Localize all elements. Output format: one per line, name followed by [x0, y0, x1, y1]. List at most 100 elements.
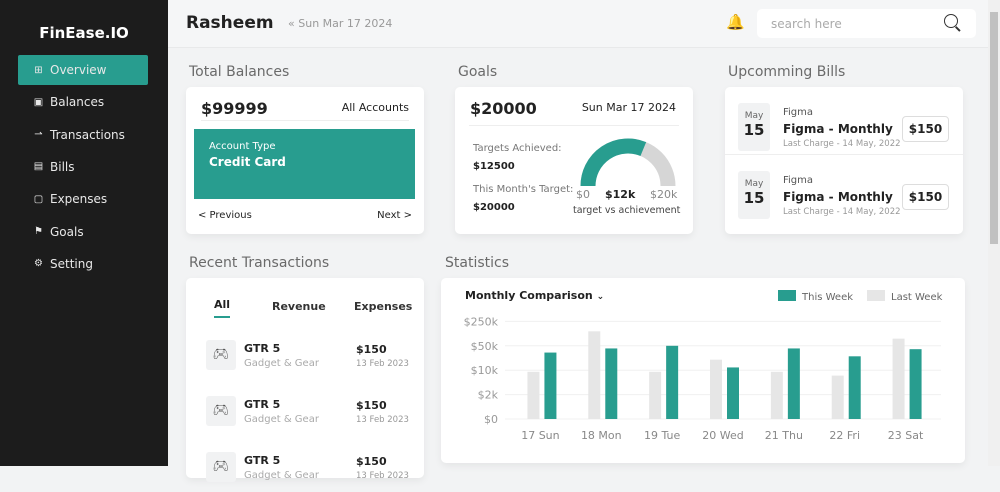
cash-icon: ▢ — [33, 193, 44, 205]
sidebar-item-setting[interactable]: ⚙ Setting — [18, 249, 148, 279]
app-logo: FinEase.IO — [39, 24, 129, 42]
transaction-category: Gadget & Gear — [244, 358, 319, 369]
bar-last-week — [588, 331, 601, 419]
x-tick-label: 23 Sat — [888, 429, 924, 442]
target-value: $20000 — [473, 202, 515, 213]
legend-swatch — [867, 290, 885, 301]
divider — [201, 120, 409, 121]
bar-last-week — [649, 371, 662, 419]
sidebar-item-goals[interactable]: ⚑ Goals — [18, 217, 148, 247]
sidebar-item-label: Balances — [50, 95, 105, 110]
bar-this-week — [727, 367, 739, 419]
bill-last-charge: Last Charge - 14 May, 2022 — [783, 207, 901, 217]
goals-title: Goals — [458, 64, 498, 80]
bar-this-week — [544, 352, 557, 419]
y-tick-label: $10k — [471, 364, 499, 377]
divider — [469, 125, 679, 126]
transaction-row[interactable]: 🎮︎ GTR 5 Gadget & Gear $150 13 Feb 2023 — [206, 452, 416, 492]
x-tick-label: 22 Fri — [829, 429, 860, 442]
bell-icon[interactable]: 🔔 — [726, 13, 745, 31]
bar-this-week — [848, 356, 861, 419]
bar-last-week — [831, 375, 844, 419]
statistics-title: Statistics — [445, 255, 509, 271]
bill-amount-button[interactable]: $150 — [902, 116, 949, 142]
bill-item[interactable]: May 15 Figma Figma - Monthly Last Charge … — [725, 154, 963, 220]
statistics-card: Monthly Comparison ⌄ $0 $2k $10k $50k $250k 1… — [441, 278, 965, 463]
sidebar-item-bills[interactable]: ▤ Bills — [18, 152, 148, 182]
x-tick-label: 21 Thu — [765, 429, 803, 442]
sidebar-item-balances[interactable]: ▣ Balances — [18, 87, 148, 117]
bill-date: May 15 — [738, 171, 770, 219]
bill-icon: ▤ — [33, 161, 44, 173]
bar-this-week — [666, 345, 679, 419]
bill-day: 15 — [743, 189, 765, 207]
sidebar-item-transactions[interactable]: ⇀ Transactions — [18, 120, 148, 150]
y-tick-label: $250k — [464, 315, 499, 328]
x-tick-label: 17 Sun — [521, 429, 559, 442]
bar-last-week — [527, 371, 540, 419]
account-card[interactable]: Account Type Credit Card — [194, 129, 415, 199]
transaction-date: 13 Feb 2023 — [356, 471, 409, 481]
previous-button[interactable]: < Previous — [198, 210, 252, 221]
transaction-date: 13 Feb 2023 — [356, 359, 409, 369]
bill-vendor: Figma — [783, 175, 814, 186]
bar-last-week — [892, 338, 905, 419]
transfer-icon: ⇀ — [34, 129, 43, 141]
goal-gauge — [580, 138, 676, 187]
bar-last-week — [710, 359, 722, 419]
bar-chart: $0 $2k $10k $50k $250k 17 Sun 18 Mon 19 Tue 20 W… — [464, 290, 943, 442]
bill-month: May — [744, 111, 764, 121]
sidebar-item-label: Expenses — [50, 192, 108, 207]
search-icon[interactable] — [944, 14, 958, 28]
transaction-amount: $150 — [356, 399, 387, 412]
gauge-fill — [580, 138, 647, 187]
scrollbar[interactable] — [988, 0, 1000, 466]
sidebar-item-label: Setting — [50, 256, 93, 271]
all-accounts-link[interactable]: All Accounts — [341, 101, 409, 114]
header: Rasheem « Sun Mar 17 2024 🔔 — [168, 0, 988, 48]
wallet-icon: ▣ — [33, 96, 44, 108]
achieved-label: Targets Achieved: — [473, 143, 562, 154]
bill-day: 15 — [743, 121, 765, 139]
x-tick-label: 19 Tue — [644, 429, 681, 442]
bill-last-charge: Last Charge - 14 May, 2022 — [783, 139, 901, 149]
goal-date: Sun Mar 17 2024 — [581, 101, 676, 114]
legend-swatch — [778, 290, 796, 301]
bar-this-week — [787, 348, 800, 419]
transaction-row[interactable]: 🎮︎ GTR 5 Gadget & Gear $150 13 Feb 2023 — [206, 396, 416, 436]
target-label: This Month's Target: — [473, 184, 574, 195]
balances-title: Total Balances — [189, 64, 290, 80]
gauge-max: $20k — [650, 188, 678, 201]
y-tick-label: $50k — [471, 340, 499, 353]
bill-amount-button[interactable]: $150 — [902, 184, 949, 210]
transaction-date: 13 Feb 2023 — [356, 415, 409, 425]
search-input[interactable] — [757, 9, 976, 38]
sidebar-item-label: Overview — [50, 63, 107, 77]
transaction-category: Gadget & Gear — [244, 414, 319, 425]
comparison-dropdown[interactable]: Monthly Comparison ⌄ — [465, 289, 604, 302]
flag-icon: ⚑ — [34, 226, 43, 237]
scrollbar-thumb[interactable] — [990, 12, 998, 244]
y-tick-label: $0 — [484, 413, 498, 426]
tab-revenue[interactable]: Revenue — [272, 300, 326, 313]
next-button[interactable]: Next > — [377, 210, 412, 221]
bill-vendor: Figma — [783, 107, 814, 118]
sidebar-item-expenses[interactable]: ▢ Expenses — [18, 184, 148, 214]
bill-item[interactable]: May 15 Figma Figma - Monthly Last Charge … — [725, 87, 963, 153]
bill-name: Figma - Monthly — [783, 190, 893, 204]
achieved-value: $12500 — [473, 161, 515, 172]
gauge-caption: target vs achievement — [573, 205, 681, 216]
sidebar-item-label: Bills — [50, 159, 75, 174]
balances-card: $99999 All Accounts Account Type Credit … — [186, 87, 424, 234]
transaction-amount: $150 — [356, 455, 387, 468]
goals-card: $20000 Sun Mar 17 2024 Targets Achieved:… — [455, 87, 693, 234]
transaction-amount: $150 — [356, 343, 387, 356]
header-date[interactable]: « Sun Mar 17 2024 — [288, 17, 393, 30]
tab-expenses[interactable]: Expenses — [354, 300, 413, 313]
tab-all[interactable]: All — [214, 298, 231, 318]
transaction-name: GTR 5 — [244, 398, 281, 411]
bill-name: Figma - Monthly — [783, 122, 893, 136]
sidebar: FinEase.IO ⊞ Overview ▣ Balances ⇀ Transactio… — [0, 0, 168, 466]
transaction-row[interactable]: 🎮︎ GTR 5 Gadget & Gear $150 13 Feb 2023 — [206, 340, 416, 380]
sidebar-item-overview[interactable]: ⊞ Overview — [18, 55, 148, 85]
